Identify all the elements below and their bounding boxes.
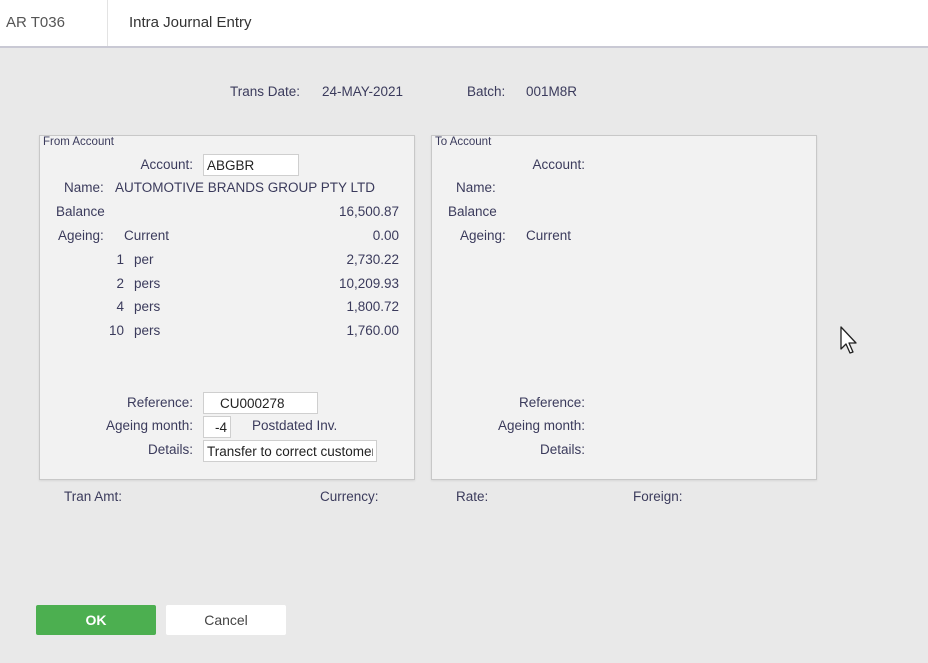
ageing-period-value: 10,209.93 <box>338 276 399 291</box>
page-title: Intra Journal Entry <box>129 14 252 31</box>
foreign-label: Foreign: <box>633 489 683 504</box>
from-ageing-month-input[interactable] <box>203 416 231 438</box>
from-account-title: From Account <box>43 136 114 148</box>
from-account-label: Account: <box>140 157 193 172</box>
ageing-period-number: 10 <box>108 323 124 338</box>
to-account-title: To Account <box>435 136 492 148</box>
currency-label: Currency: <box>320 489 379 504</box>
cancel-button[interactable]: Cancel <box>166 605 286 635</box>
from-details-input[interactable] <box>203 440 377 462</box>
batch-value: 001M8R <box>526 84 578 99</box>
from-ageing-label: Ageing: <box>58 228 104 243</box>
from-balance-value: 16,500.87 <box>338 204 399 219</box>
to-ageing-label: Ageing: <box>460 228 506 243</box>
from-name-label: Name: <box>64 180 104 195</box>
ageing-period-label: pers <box>134 299 161 314</box>
ageing-period-value: 1,760.00 <box>346 323 399 338</box>
from-balance-label: Balance <box>56 204 105 219</box>
ageing-period-label: pers <box>134 276 161 291</box>
trans-date-label: Trans Date: <box>230 84 301 99</box>
trans-date-value: 24-MAY-2021 <box>322 84 404 99</box>
ageing-period-label: per <box>134 252 154 267</box>
ageing-period-label: pers <box>134 323 161 338</box>
to-details-label: Details: <box>539 442 585 457</box>
from-ageing-month-label: Ageing month: <box>105 418 193 433</box>
to-account-panel: To Account Account: Name: Balance Ageing… <box>431 135 817 480</box>
ageing-period-number: 4 <box>116 299 124 314</box>
postdated-inv-label: Postdated Inv. <box>252 418 338 433</box>
to-account-label: Account: <box>532 157 585 172</box>
ageing-period-number: 1 <box>116 252 124 267</box>
from-account-input[interactable] <box>203 154 299 176</box>
rate-label: Rate: <box>456 489 489 504</box>
from-reference-label: Reference: <box>126 395 193 410</box>
from-account-panel: From Account Account: Name: AUTOMOTIVE B… <box>39 135 415 480</box>
batch-label: Batch: <box>467 84 506 99</box>
ageing-period-number: 2 <box>116 276 124 291</box>
ageing-period-label: Current <box>124 228 170 243</box>
to-reference-label: Reference: <box>518 395 585 410</box>
from-details-label: Details: <box>147 442 193 457</box>
to-ageing-current-label: Current <box>526 228 572 243</box>
tran-amt-label: Tran Amt: <box>64 489 123 504</box>
from-name-value: AUTOMOTIVE BRANDS GROUP PTY LTD <box>115 180 376 195</box>
from-reference-input[interactable] <box>203 392 318 414</box>
to-ageing-month-label: Ageing month: <box>497 418 585 433</box>
ageing-period-value: 0.00 <box>372 228 399 243</box>
to-name-label: Name: <box>456 180 496 195</box>
ok-button[interactable]: OK <box>36 605 156 635</box>
to-balance-label: Balance <box>448 204 497 219</box>
ageing-period-value: 1,800.72 <box>346 299 399 314</box>
ageing-period-value: 2,730.22 <box>346 252 399 267</box>
program-code: AR T036 <box>0 0 108 46</box>
app-header: AR T036 Intra Journal Entry <box>0 0 928 48</box>
mouse-cursor-icon <box>840 326 857 354</box>
